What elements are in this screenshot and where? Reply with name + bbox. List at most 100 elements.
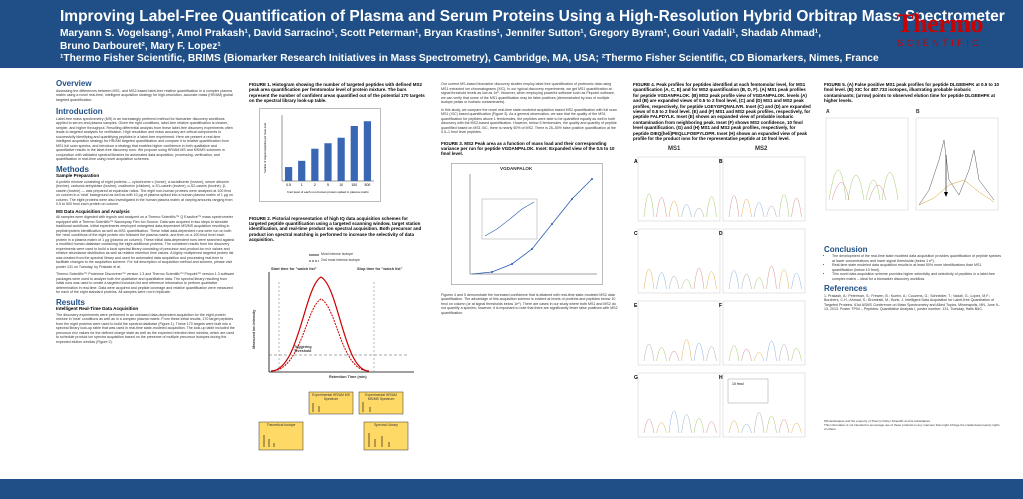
fig4-panel	[722, 229, 806, 294]
fig4-peak	[656, 422, 667, 434]
authors-line-2: Bruno Darbouret², Mary F. Lopez¹	[60, 40, 221, 52]
fig4-peak	[693, 208, 705, 218]
introduction-heading: Introduction	[56, 107, 103, 116]
spectrum-sticks	[263, 401, 390, 447]
fig1-tick-label: 10	[339, 183, 343, 187]
fig4-panel-label: F	[719, 303, 722, 309]
results-text: The discovery experiments were performed…	[56, 312, 235, 344]
conclusion-item: The development of the real-time state m…	[832, 254, 1002, 263]
conclusion-item: This novel data acquisition scheme provi…	[832, 272, 1002, 281]
fig2-box4-label: Spectral Library	[374, 422, 398, 427]
fig4-peak	[728, 345, 740, 362]
fig4-peak	[668, 411, 680, 434]
fig4-peak	[766, 416, 777, 434]
fig4-peak	[766, 341, 777, 362]
fig5-panel-b-label: B	[916, 108, 920, 115]
fig2-trigger-label: Triggering Threshold	[294, 344, 312, 354]
fig4-peak	[693, 268, 705, 290]
fig1-bar	[284, 166, 293, 181]
column-3: Our current MS-based biomarker discovery…	[441, 82, 619, 318]
fig2-y-label: Measured Ion Intensity	[252, 309, 257, 349]
fig2-box3-label: Theoretical Isotope	[266, 422, 296, 427]
figure-2-diagram: Most intense isotope 2nd most intense is…	[249, 247, 419, 462]
ms2-label: MS2	[755, 146, 768, 153]
references-heading: References	[824, 284, 868, 294]
fig4-peak	[668, 276, 680, 290]
fig1-bar	[337, 137, 345, 181]
logo-scientific-text: SCIENTIFIC	[897, 38, 983, 48]
fig1-bar	[350, 125, 358, 181]
fig1-bar	[298, 160, 306, 181]
overview-text: Assessing the differences between MS1- a…	[56, 88, 233, 102]
fig4-peak	[753, 202, 765, 218]
fig4-peak	[706, 196, 717, 218]
figure-3-svg	[469, 173, 597, 275]
column-1: Overview Assessing the differences betwe…	[56, 80, 236, 347]
fig2-box1-label: Experimental HR/AM MS Spectrum	[312, 392, 350, 402]
fig4-peak	[656, 197, 667, 218]
fig4-peak	[778, 269, 790, 290]
experimental-ms-box	[308, 391, 354, 414]
fig4-peak	[791, 423, 802, 434]
figure-5-caption: FIGURE 5. (A) False positive MS1 peak pr…	[824, 82, 1000, 104]
figure-1-chart: 0.5 1 2 5 10 100 500 Number of targeted peptide…	[259, 107, 381, 202]
ms-acquisition-text: All samples were digested with trypsin a…	[56, 215, 235, 269]
fig2-legend-dashed-label: 2nd most intense isotope	[321, 257, 360, 262]
fig4-panel	[722, 301, 806, 366]
fig4-peak	[706, 271, 717, 290]
fig4-inset	[727, 379, 769, 404]
ms1-label: MS1	[668, 146, 681, 153]
col3-text-3: Figures 4 and 5 demonstrate the increase…	[441, 292, 618, 315]
fig2-stop-label: Stop time for "watch list"	[357, 266, 403, 271]
fig4-panel-label: C	[634, 231, 638, 237]
figure-3-caption: FIGURE 3. MS2 Peak area as a function of…	[441, 140, 615, 157]
fig1-bar	[311, 148, 319, 181]
footer-notes: MS landscapes and the property of Thermo…	[824, 419, 1002, 431]
fig4-peak	[681, 204, 692, 218]
footer-note-1: MS landscapes and the property of Thermo…	[824, 419, 931, 423]
fig4-peak	[706, 421, 717, 434]
fig4-peak	[706, 346, 717, 362]
fig1-bar	[363, 120, 372, 181]
fig4-peak	[668, 201, 680, 218]
sample-prep-text: A protein mixture consisting of eight pr…	[56, 179, 233, 207]
results-heading: Results	[56, 297, 85, 307]
fig4-peak	[656, 347, 667, 362]
fig2-box2-label: Experimental HR/AM MS/MS Spectrum	[365, 392, 397, 402]
fig4-peak	[656, 272, 667, 290]
figure-5-svg	[825, 117, 999, 210]
fig4-panel-label: G	[634, 375, 638, 381]
author-list: Maryann S. Vogelsang¹, Amol Prakash¹, Da…	[60, 28, 880, 66]
fig4-panel-label: B	[719, 159, 723, 165]
fig4-peak	[753, 352, 765, 362]
fig1-bar	[324, 142, 332, 181]
fig1-tick-label: 5	[327, 183, 329, 187]
figure-2-caption: FIGURE 2. Pictorial representation of hi…	[249, 215, 422, 243]
fig4-peak	[753, 277, 765, 290]
fig4-peak	[778, 344, 790, 362]
results-subheading: Intelligent Real-Time Data Acquisition	[56, 306, 139, 311]
fig2-start-label: Start time for "watch list"	[271, 266, 317, 271]
fig4-peak	[791, 273, 802, 290]
conclusion-heading: Conclusion	[824, 244, 868, 254]
footer-note-2: This information is not intended to enco…	[824, 422, 1000, 431]
figure-3-chart: VGDANPALOK	[451, 162, 603, 285]
thermo-scientific-logo: Thermo SCIENTIFIC	[896, 11, 983, 49]
fig4-panel-label: D	[719, 231, 723, 237]
fig2-x-label: Retention Time (min)	[329, 374, 367, 379]
fig4-peak	[693, 418, 705, 434]
conclusion-item: Real-time state modeled data acquisition…	[832, 263, 1002, 272]
fig5-panel-a-label: A	[826, 108, 830, 115]
figure-5-panels: A B	[824, 108, 1002, 220]
introduction-text: Label-free mass spectrometry (MS) is an …	[56, 116, 233, 162]
fig1-tick-label: 2	[314, 183, 316, 187]
fig4-peak	[741, 349, 752, 362]
col3-text-2: In this study, we compare the novel real…	[441, 107, 617, 135]
fig4-peak	[728, 270, 740, 290]
ms-acquisition-text-2: Thermo Scientific™ Proteome Discoverer™ …	[56, 272, 235, 294]
fig4-panel-label: E	[634, 303, 638, 309]
fig1-tick-label: 100	[351, 183, 357, 187]
poster-header: Improving Label-Free Quantification of P…	[0, 0, 1023, 68]
poster-title: Improving Label-Free Quantification of P…	[60, 8, 1005, 25]
figure-4-svg: A B C D E F G H 10 fmol	[634, 157, 806, 438]
